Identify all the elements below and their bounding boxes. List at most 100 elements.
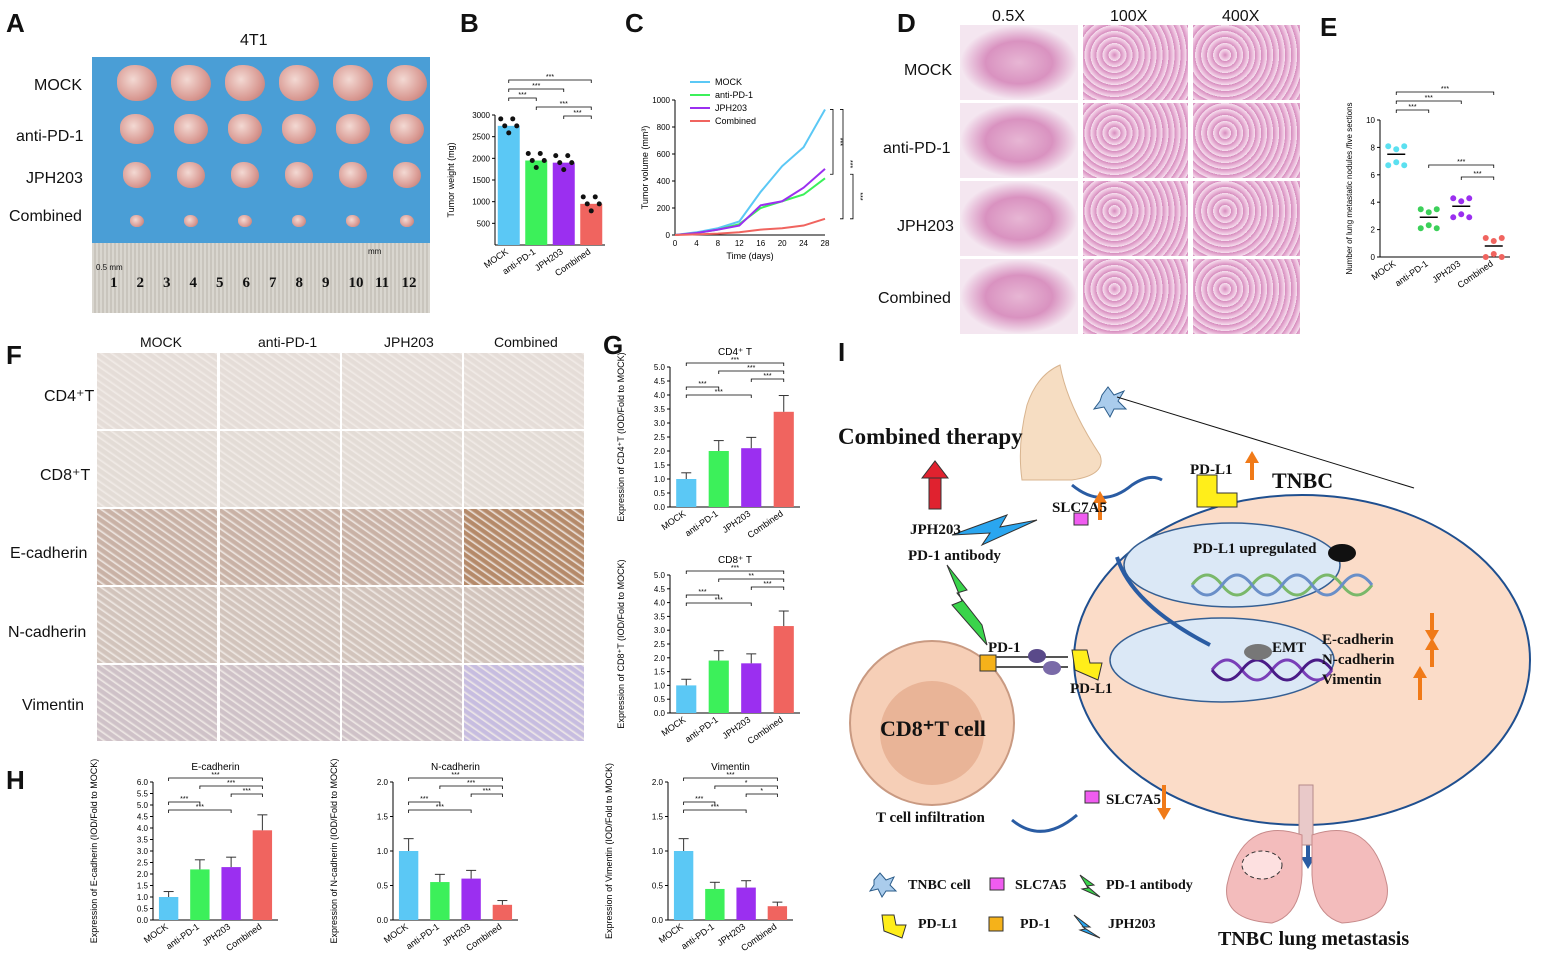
pointer-line-1 <box>1116 396 1415 489</box>
x-tick-label: anti-PD-1 <box>164 921 201 951</box>
y-tick-label: 1.5 <box>137 882 149 891</box>
significance-bracket <box>508 79 592 83</box>
ruler-number: 9 <box>322 275 330 291</box>
legend-pd1-label: PD-1 <box>1020 917 1051 932</box>
panel-letter-d: D <box>897 8 916 38</box>
significance-bracket <box>408 809 472 813</box>
x-tick-label: 28 <box>821 239 830 248</box>
ruler-number: 10 <box>348 275 364 291</box>
t-cell-infiltration-label: T cell infiltration <box>876 810 985 826</box>
d-row-jph203: JPH203 <box>897 218 954 235</box>
tumor-specimen <box>120 114 154 144</box>
ihc-tile <box>220 431 340 507</box>
significance-label: *** <box>856 192 863 200</box>
y-tick-label: 6.0 <box>137 778 149 787</box>
data-point <box>498 116 504 122</box>
tnbc-star-icon <box>1092 386 1128 419</box>
y-tick-label: 1.5 <box>654 461 666 470</box>
legend-pd1-antibody-icon <box>1079 874 1101 898</box>
significance-bracket <box>470 793 503 797</box>
significance-bracket <box>535 106 592 110</box>
data-point <box>1450 195 1457 202</box>
ihc-tile <box>342 665 462 741</box>
data-point <box>525 151 531 156</box>
y-tick-label: 1.0 <box>652 847 664 856</box>
y-tick-label: 1.0 <box>137 893 149 902</box>
bar-jph203 <box>221 867 241 920</box>
legend-jph203-icon <box>1073 914 1101 939</box>
legend-slc7a5-label: SLC7A5 <box>1015 878 1067 893</box>
x-tick-label: anti-PD-1 <box>679 921 716 951</box>
significance-label: ** <box>749 573 755 580</box>
ihc-tile <box>342 431 462 507</box>
ihc-tile <box>342 587 462 663</box>
ruler-mm-left: 0.5 mm <box>96 263 123 272</box>
schematic-diagram <box>849 364 1531 939</box>
y-axis-label: Expression of Vimentin (IOD/Fold to MOCK… <box>604 763 614 939</box>
f-col-combined: Combined <box>494 334 558 350</box>
tumor-specimen <box>130 215 144 227</box>
significance-label: *** <box>546 74 554 81</box>
ihc-tile <box>464 353 584 429</box>
y-tick-label: 4.5 <box>654 377 666 386</box>
ihc-tile <box>97 431 217 507</box>
bar-jph203 <box>736 887 756 920</box>
arrow-to-emt <box>1115 556 1211 647</box>
arrow-t-infiltration <box>1011 813 1078 833</box>
y-tick-label: 0.5 <box>652 882 664 891</box>
significance-bracket <box>840 109 844 220</box>
data-point <box>1417 225 1424 232</box>
y-tick-label: 5.0 <box>654 363 666 372</box>
bar-combined <box>767 906 788 920</box>
bar-jph203 <box>552 162 575 245</box>
histology-tile <box>1083 181 1188 256</box>
y-tick-label: 3.5 <box>654 405 666 414</box>
tumor-specimen <box>123 162 151 188</box>
significance-label: *** <box>698 381 706 388</box>
x-tick-label: 8 <box>716 239 721 248</box>
bar-anti-pd-1 <box>190 869 210 920</box>
significance-label: *** <box>726 772 734 779</box>
chart-title: E-cadherin <box>191 762 239 773</box>
y-tick-label: 3.0 <box>654 419 666 428</box>
ruler-number: 2 <box>136 275 145 291</box>
trachea <box>1298 784 1314 846</box>
tumor-specimen <box>333 65 373 101</box>
significance-label: *** <box>1473 171 1481 178</box>
y-tick-label: 3.5 <box>654 612 666 621</box>
ruler-number: 12 <box>401 275 417 291</box>
significance-label: *** <box>436 804 444 811</box>
y-tick-label: 1.5 <box>654 668 666 677</box>
histology-tile <box>960 25 1078 100</box>
col-100x: 100X <box>1110 8 1148 25</box>
tumor-specimen <box>282 114 316 144</box>
y-tick-label: 0.5 <box>137 905 149 914</box>
significance-bracket <box>1428 164 1495 168</box>
ncadherin-label: N-cadherin <box>1322 652 1395 668</box>
cd8-t-cell-nucleus <box>880 681 984 785</box>
significance-bracket <box>683 777 778 781</box>
data-point <box>1490 238 1497 245</box>
data-point <box>588 208 594 214</box>
d-row-anti-pd1: anti-PD-1 <box>883 140 951 157</box>
bar-combined <box>252 830 273 920</box>
tumor-specimen <box>238 215 252 227</box>
tumor-specimen <box>339 162 367 188</box>
ihc-tile <box>220 665 340 741</box>
histology-tile <box>1193 259 1300 334</box>
slc7a5-square-top <box>1073 512 1089 526</box>
y-tick-label: 600 <box>657 150 671 159</box>
significance-bracket <box>563 115 592 119</box>
bar-mock <box>673 851 694 920</box>
bar-mock <box>398 851 419 920</box>
significance-bracket <box>750 378 785 382</box>
col-400x: 400X <box>1222 8 1260 25</box>
ihc-tile <box>342 353 462 429</box>
chart-g1: CD4⁺ T0.00.51.01.52.02.53.03.54.04.55.0M… <box>616 347 800 540</box>
significance-bracket <box>1395 109 1430 113</box>
legend-tnbc-label: TNBC cell <box>908 878 971 893</box>
ruler-number: 7 <box>269 275 277 291</box>
legend-jph203-label: JPH203 <box>1108 917 1156 932</box>
significance-label: * <box>760 788 763 795</box>
